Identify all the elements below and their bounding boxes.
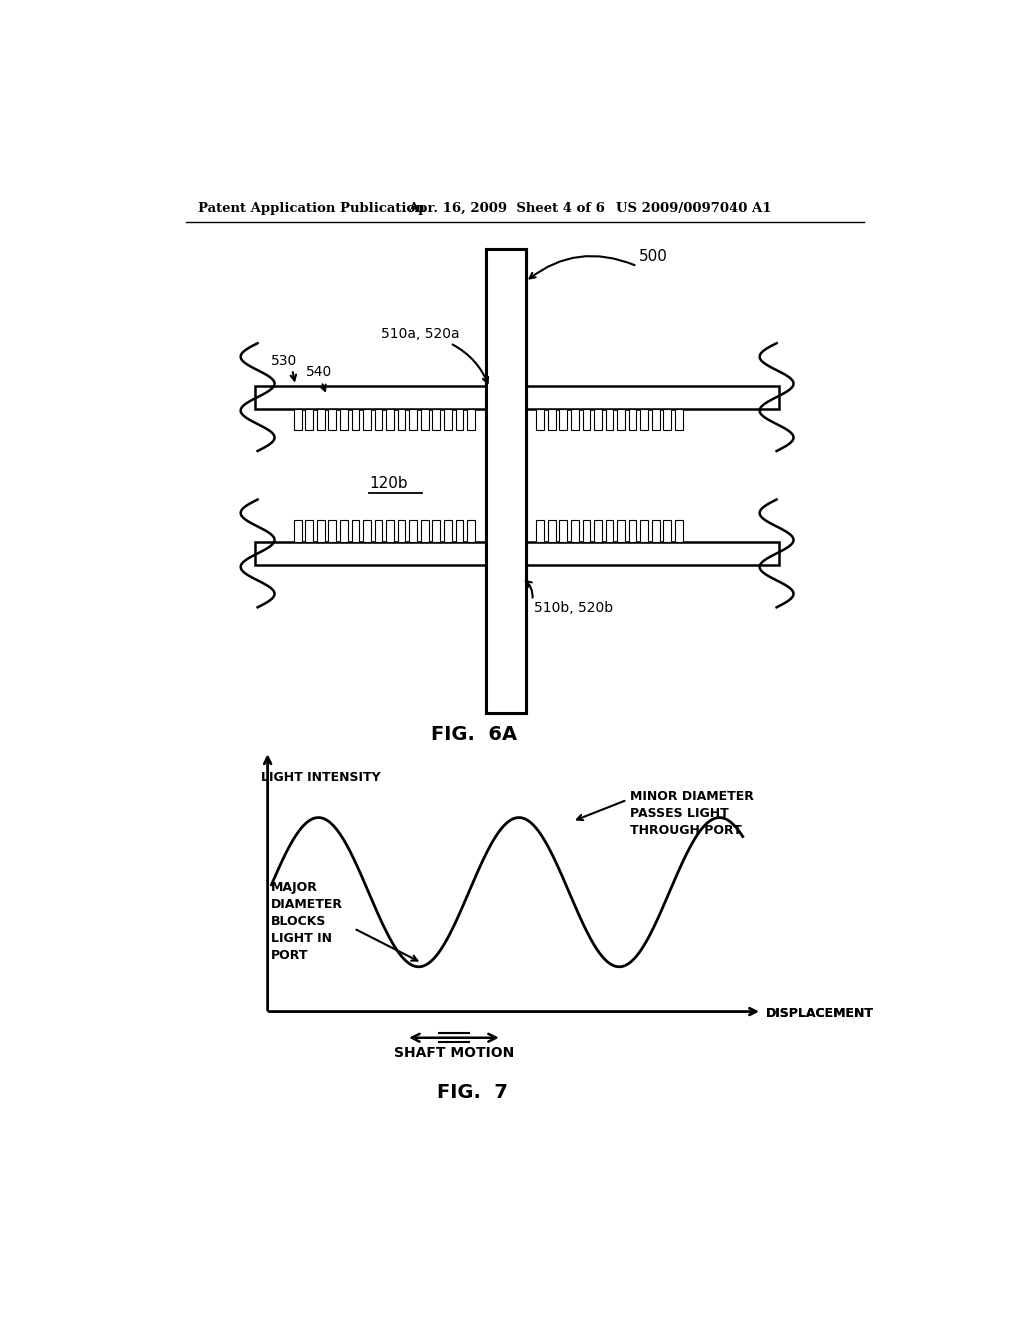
Text: 120b: 120b	[370, 477, 408, 491]
Bar	[340, 409, 348, 430]
Bar	[351, 520, 359, 543]
Bar	[386, 409, 394, 430]
Bar	[432, 409, 440, 430]
Text: MINOR DIAMETER
PASSES LIGHT
THROUGH PORT: MINOR DIAMETER PASSES LIGHT THROUGH PORT	[630, 789, 754, 837]
Bar	[456, 409, 463, 430]
Bar	[485, 249, 525, 713]
Text: Patent Application Publication: Patent Application Publication	[199, 202, 425, 215]
Bar	[410, 409, 417, 430]
Text: FIG.  7: FIG. 7	[437, 1082, 508, 1102]
Bar	[537, 409, 544, 430]
Bar	[305, 409, 313, 430]
Bar	[410, 520, 417, 543]
Bar	[305, 520, 313, 543]
Bar	[617, 409, 625, 430]
Bar	[444, 520, 452, 543]
Bar	[652, 409, 659, 430]
Bar	[664, 409, 671, 430]
Bar	[375, 520, 382, 543]
Bar	[467, 409, 475, 430]
Text: DISPLACEMENT: DISPLACEMENT	[766, 1007, 873, 1019]
Bar	[675, 520, 683, 543]
Bar	[605, 409, 613, 430]
Text: DISPLACEMENT: DISPLACEMENT	[766, 1007, 873, 1019]
Bar	[444, 409, 452, 430]
Bar	[432, 520, 440, 543]
Bar	[548, 520, 556, 543]
Bar	[329, 520, 336, 543]
Text: LIGHT INTENSITY: LIGHT INTENSITY	[261, 771, 381, 784]
Bar	[594, 520, 602, 543]
Bar	[617, 520, 625, 543]
Bar	[675, 409, 683, 430]
Bar	[537, 520, 544, 543]
Bar	[640, 409, 648, 430]
Bar	[340, 520, 348, 543]
Bar	[421, 409, 429, 430]
Bar	[559, 409, 567, 430]
Bar	[397, 520, 406, 543]
Bar	[316, 409, 325, 430]
Bar	[467, 520, 475, 543]
Text: FIG.  6A: FIG. 6A	[431, 725, 517, 744]
Bar	[640, 520, 648, 543]
Text: US 2009/0097040 A1: US 2009/0097040 A1	[615, 202, 771, 215]
Text: Apr. 16, 2009  Sheet 4 of 6: Apr. 16, 2009 Sheet 4 of 6	[408, 202, 604, 215]
Bar	[485, 249, 525, 713]
Bar	[386, 520, 394, 543]
Text: 510a, 520a: 510a, 520a	[381, 327, 460, 341]
Bar	[629, 520, 637, 543]
Bar	[255, 385, 779, 409]
Text: 530: 530	[270, 354, 297, 368]
Bar	[664, 520, 671, 543]
Bar	[397, 409, 406, 430]
Bar	[375, 409, 382, 430]
Bar	[652, 520, 659, 543]
Bar	[255, 541, 779, 565]
Bar	[583, 520, 590, 543]
Text: MAJOR
DIAMETER
BLOCKS
LIGHT IN
PORT: MAJOR DIAMETER BLOCKS LIGHT IN PORT	[270, 880, 343, 962]
Bar	[559, 520, 567, 543]
Bar	[548, 409, 556, 430]
Bar	[594, 409, 602, 430]
Text: 510b, 520b: 510b, 520b	[535, 601, 613, 615]
Text: SHAFT MOTION: SHAFT MOTION	[394, 1047, 514, 1060]
Bar	[294, 520, 301, 543]
Text: 540: 540	[306, 366, 333, 379]
Bar	[364, 409, 371, 430]
Text: 500: 500	[639, 249, 668, 264]
Bar	[294, 409, 301, 430]
Bar	[456, 520, 463, 543]
Bar	[583, 409, 590, 430]
Bar	[329, 409, 336, 430]
Bar	[316, 520, 325, 543]
Bar	[421, 520, 429, 543]
Bar	[571, 520, 579, 543]
Bar	[364, 520, 371, 543]
Bar	[571, 409, 579, 430]
Bar	[605, 520, 613, 543]
Bar	[351, 409, 359, 430]
Bar	[629, 409, 637, 430]
